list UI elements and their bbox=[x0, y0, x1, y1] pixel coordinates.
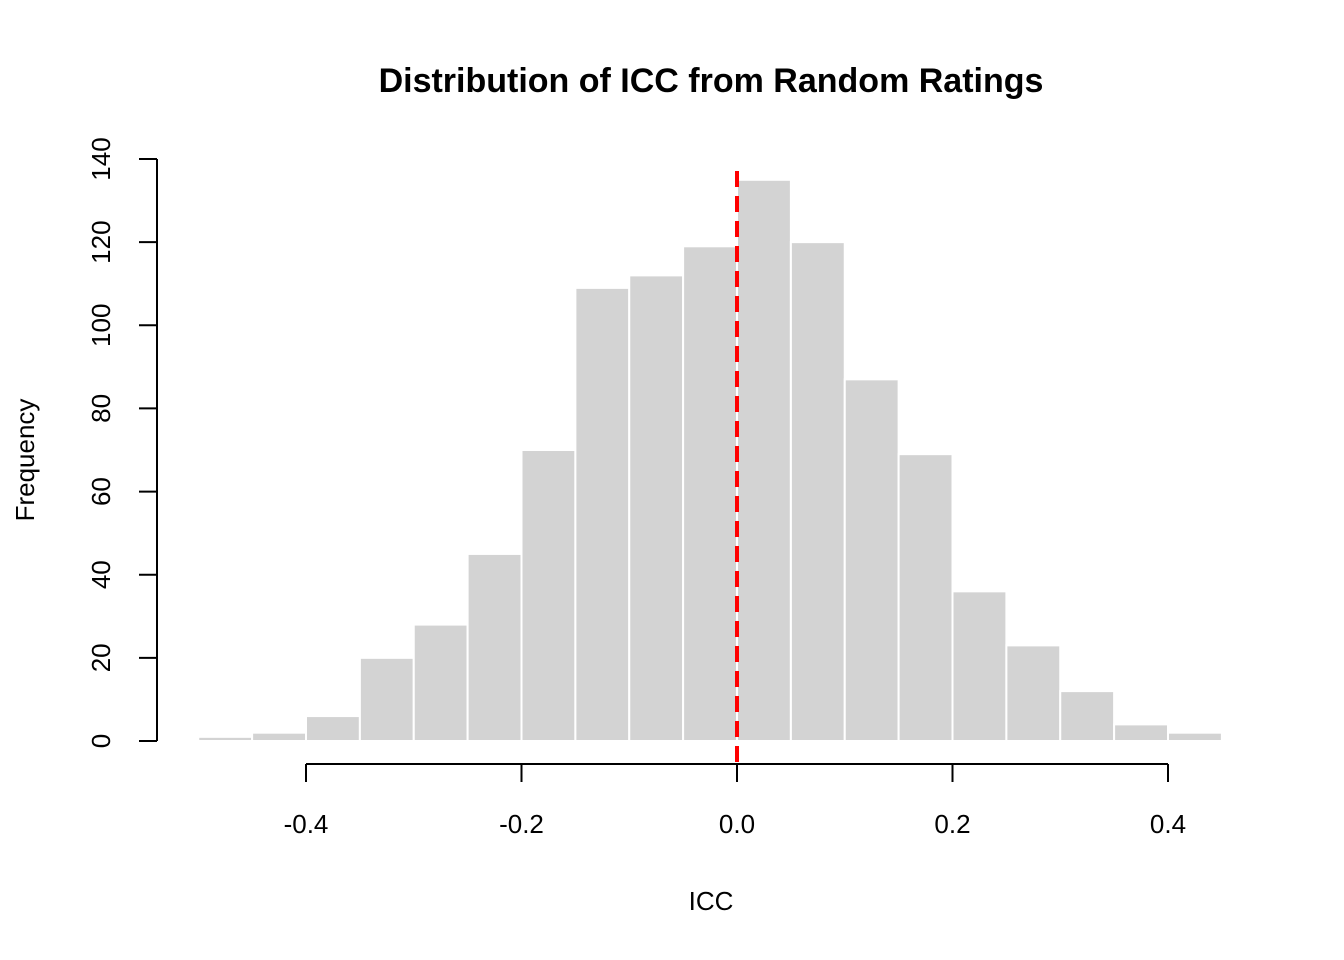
histogram-bar bbox=[197, 735, 254, 742]
histogram-bar bbox=[628, 274, 685, 742]
histogram-bar bbox=[412, 623, 469, 742]
bars-group bbox=[197, 178, 1223, 743]
histogram-bar bbox=[1113, 723, 1169, 742]
histogram-bar bbox=[1059, 690, 1116, 742]
y-tick-label: 80 bbox=[86, 394, 116, 423]
y-tick-label: 60 bbox=[86, 477, 116, 506]
y-axis-label: Frequency bbox=[10, 399, 40, 522]
y-tick-label: 20 bbox=[86, 643, 116, 672]
histogram-bar bbox=[897, 453, 954, 742]
histogram-bar bbox=[736, 178, 792, 743]
histogram-bar bbox=[951, 590, 1008, 742]
histogram-bar bbox=[574, 286, 631, 742]
histogram-bar bbox=[1167, 731, 1223, 743]
histogram-bar bbox=[789, 241, 846, 742]
histogram-bar bbox=[843, 378, 900, 742]
y-tick-label: 120 bbox=[86, 220, 116, 263]
histogram-bar bbox=[466, 552, 523, 743]
histogram-bar bbox=[1005, 644, 1062, 743]
histogram-bar bbox=[305, 715, 361, 742]
y-axis: 0 20 40 60 80 100 120 140 bbox=[86, 137, 158, 748]
x-axis: -0.4 -0.2 0.0 0.2 0.4 bbox=[284, 763, 1186, 839]
x-tick-label: 0.2 bbox=[934, 809, 970, 839]
y-tick-label: 100 bbox=[86, 304, 116, 347]
histogram-bar bbox=[682, 245, 738, 743]
histogram-bar bbox=[251, 731, 307, 743]
x-tick-label: -0.4 bbox=[284, 809, 329, 839]
chart-title: Distribution of ICC from Random Ratings bbox=[379, 62, 1044, 100]
histogram-bar bbox=[520, 449, 577, 742]
x-tick-label: 0.0 bbox=[719, 809, 755, 839]
y-tick-label: 40 bbox=[86, 560, 116, 589]
histogram-bar bbox=[358, 656, 415, 742]
x-tick-label: -0.2 bbox=[499, 809, 544, 839]
y-tick-label: 140 bbox=[86, 137, 116, 180]
x-tick-label: 0.4 bbox=[1150, 809, 1186, 839]
x-axis-label: ICC bbox=[689, 886, 734, 916]
y-tick-label: 0 bbox=[86, 734, 116, 748]
